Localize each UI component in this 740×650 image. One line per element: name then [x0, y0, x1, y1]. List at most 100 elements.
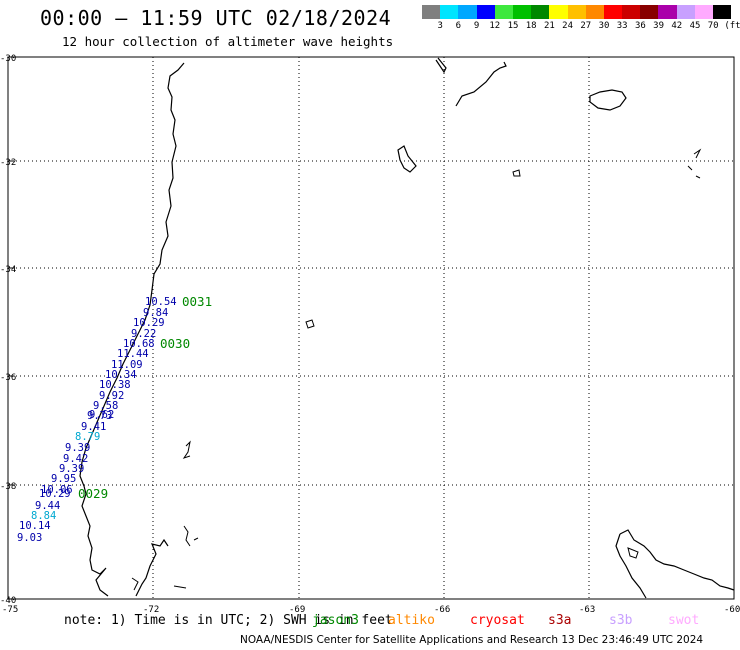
wave-height-value: 10.68: [123, 338, 155, 350]
color-swatch: [694, 5, 713, 19]
color-swatch: [458, 5, 477, 19]
color-swatch: [440, 5, 459, 19]
coastline-bahia-blanca: [615, 529, 735, 599]
wave-height-value: 9.84: [143, 307, 168, 319]
wave-height-value: 11.09: [111, 359, 143, 371]
longitude-labels: -75 -72 -69 -66 -63 -60: [2, 605, 740, 615]
wave-height-value: 10.06: [41, 484, 73, 496]
wave-height-value: 10.34: [105, 369, 137, 381]
page-subtitle: 12 hour collection of altimeter wave hei…: [62, 34, 394, 49]
color-scale-label: 6: [455, 21, 462, 31]
footer-note: note: 1) Time is in UTC; 2) SWH is in fe…: [64, 613, 393, 628]
color-swatch: [676, 5, 695, 19]
color-swatch: [585, 5, 604, 19]
map-frame: [7, 56, 735, 600]
latitude-label: -40: [0, 596, 16, 606]
color-scale-label: 70: [707, 21, 719, 31]
color-scale-label: 12: [489, 21, 501, 31]
wave-height-value: 9.39: [59, 463, 84, 475]
color-scale-label: 33: [616, 21, 628, 31]
color-swatch: [603, 5, 623, 19]
wave-height-value: 10.38: [99, 379, 131, 391]
wave-height-value: 9.39: [65, 442, 90, 454]
color-scale-label: 3: [437, 21, 443, 31]
color-scale-label: 36: [634, 21, 646, 31]
color-scale-label: 30: [598, 21, 610, 31]
island-fragment: [182, 440, 191, 459]
color-scale-label: 39: [653, 21, 665, 31]
wave-height-labels: 10.549.8410.299.2210.6811.4411.0910.3410…: [17, 296, 177, 544]
latitude-label: -34: [0, 265, 16, 275]
longitude-label: -75: [2, 605, 18, 615]
color-swatch: [512, 5, 532, 19]
color-swatch: [531, 5, 550, 19]
pass-time-labels: 0031 0030 0029: [78, 294, 212, 501]
wave-height-value: 10.54: [145, 296, 177, 308]
color-swatch: [658, 5, 677, 19]
wave-height-value: 8.84: [31, 510, 56, 522]
color-swatch: [567, 5, 586, 19]
wave-height-value: 10.29: [39, 488, 71, 500]
satellite-legend-item: jason3: [312, 613, 359, 628]
wave-height-value: 9.44: [35, 500, 60, 512]
island-fragment: [193, 537, 199, 541]
color-scale-label: 42: [671, 21, 683, 31]
wave-height-value: 9.42: [63, 453, 88, 465]
island-offshore: [512, 169, 521, 177]
wave-height-value: 9.03: [17, 532, 42, 544]
credit-line: NOAA/NESDIS Center for Satellite Applica…: [240, 634, 704, 646]
color-scale-label: 24: [562, 21, 574, 31]
pass-time-label: 0031: [182, 294, 212, 309]
pass-time-label: 0029: [78, 486, 108, 501]
longitude-label: -66: [434, 605, 450, 615]
latitude-label: -38: [0, 482, 16, 492]
color-swatch: [476, 5, 495, 19]
latitude-label: -32: [0, 158, 16, 168]
wave-height-value: 9.41: [81, 421, 106, 433]
satellite-legend-item: s3b: [609, 613, 633, 628]
color-scale-label: 18: [525, 21, 537, 31]
longitude-label: -60: [724, 605, 740, 615]
color-scale-label: 45: [689, 21, 701, 31]
color-scale-label: 9: [473, 21, 480, 31]
satellite-legend-item: s3a: [548, 613, 572, 628]
longitude-label: -63: [579, 605, 595, 615]
color-scale-label: 15: [507, 21, 519, 31]
island-offshore: [305, 319, 315, 329]
color-scale-label: 21: [543, 21, 555, 31]
longitude-label: -69: [289, 605, 305, 615]
coastline-fragment: [687, 148, 702, 179]
wave-height-value: 9.92: [99, 390, 124, 402]
island-fragment: [173, 585, 187, 589]
satellite-legend-item: altiko: [388, 613, 435, 628]
wave-height-value: 9.58: [93, 400, 118, 412]
color-scale-unit: (ft): [724, 21, 740, 31]
island-fragment: [183, 525, 191, 547]
wave-height-value: 11.44: [117, 348, 149, 360]
grid-lines: [8, 56, 734, 600]
coastline-argentina: [435, 57, 507, 107]
wave-height-value: 9.62: [89, 409, 114, 421]
wave-height-value: 9.22: [131, 328, 156, 340]
island-fragment: [131, 577, 139, 591]
color-swatch: [640, 5, 659, 19]
pass-time-label: 0030: [160, 336, 190, 351]
color-swatch: [713, 5, 732, 19]
wave-height-value: 8.79: [75, 431, 100, 443]
wave-height-value: 10.29: [133, 317, 165, 329]
island-fragment: [627, 547, 639, 559]
satellite-legend-item: swot: [668, 613, 700, 628]
lake-fragment: [397, 145, 417, 173]
latitude-labels: -30 -32 -34 -36 -38 -40: [0, 54, 16, 606]
latitude-label: -30: [0, 54, 16, 64]
wave-height-value: 9.73: [87, 410, 112, 422]
longitude-label: -72: [143, 605, 159, 615]
coastline-chiloe-south: [135, 538, 169, 597]
lake-mar-chiquita: [589, 89, 627, 111]
latitude-label: -36: [0, 373, 16, 383]
color-scale-label: 27: [580, 21, 592, 31]
satellite-legend-item: cryosat: [470, 613, 525, 628]
color-swatch: [549, 5, 568, 19]
